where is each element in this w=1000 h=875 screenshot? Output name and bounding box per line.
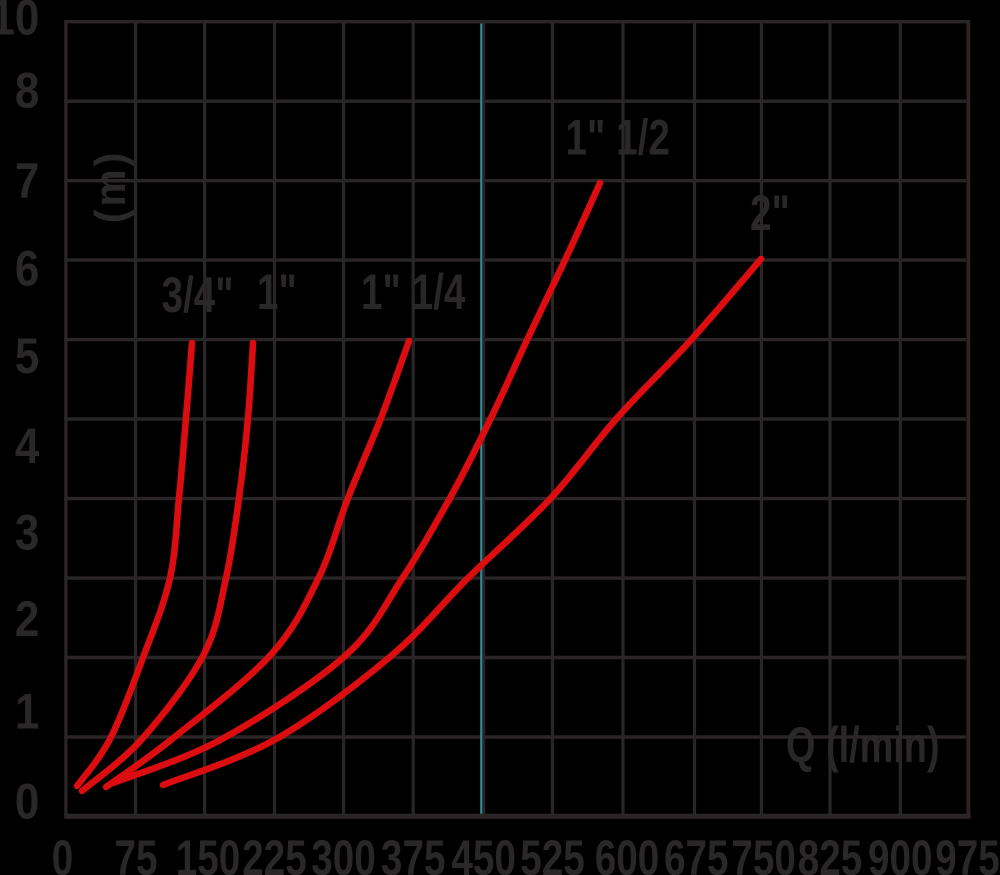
svg-text:1": 1" bbox=[257, 263, 297, 320]
svg-text:675: 675 bbox=[664, 829, 729, 875]
svg-text:1: 1 bbox=[15, 684, 39, 741]
svg-text:(m): (m) bbox=[86, 150, 135, 224]
svg-text:600: 600 bbox=[595, 829, 660, 875]
svg-text:Q (l/min): Q (l/min) bbox=[786, 718, 940, 773]
svg-text:975: 975 bbox=[935, 829, 1000, 875]
svg-text:150: 150 bbox=[176, 829, 241, 875]
svg-text:525: 525 bbox=[520, 829, 585, 875]
svg-text:5: 5 bbox=[15, 328, 39, 385]
svg-text:7: 7 bbox=[15, 153, 39, 210]
svg-text:825: 825 bbox=[798, 829, 863, 875]
svg-text:3/4": 3/4" bbox=[162, 266, 234, 323]
svg-text:1" 1/4: 1" 1/4 bbox=[361, 263, 465, 320]
svg-text:75: 75 bbox=[114, 829, 157, 875]
svg-text:4: 4 bbox=[15, 418, 40, 475]
svg-text:300: 300 bbox=[311, 829, 376, 875]
svg-text:0: 0 bbox=[15, 774, 39, 831]
svg-text:6: 6 bbox=[15, 241, 39, 298]
svg-text:1" 1/2: 1" 1/2 bbox=[566, 108, 670, 165]
svg-text:450: 450 bbox=[451, 829, 516, 875]
svg-text:10: 10 bbox=[0, 0, 39, 46]
svg-text:2": 2" bbox=[750, 184, 790, 241]
svg-text:225: 225 bbox=[242, 829, 307, 875]
svg-text:2: 2 bbox=[15, 591, 39, 648]
svg-text:0: 0 bbox=[52, 829, 74, 875]
svg-text:8: 8 bbox=[15, 63, 39, 120]
svg-text:375: 375 bbox=[381, 829, 446, 875]
svg-text:750: 750 bbox=[731, 829, 796, 875]
svg-text:3: 3 bbox=[15, 505, 39, 562]
svg-text:900: 900 bbox=[868, 829, 933, 875]
